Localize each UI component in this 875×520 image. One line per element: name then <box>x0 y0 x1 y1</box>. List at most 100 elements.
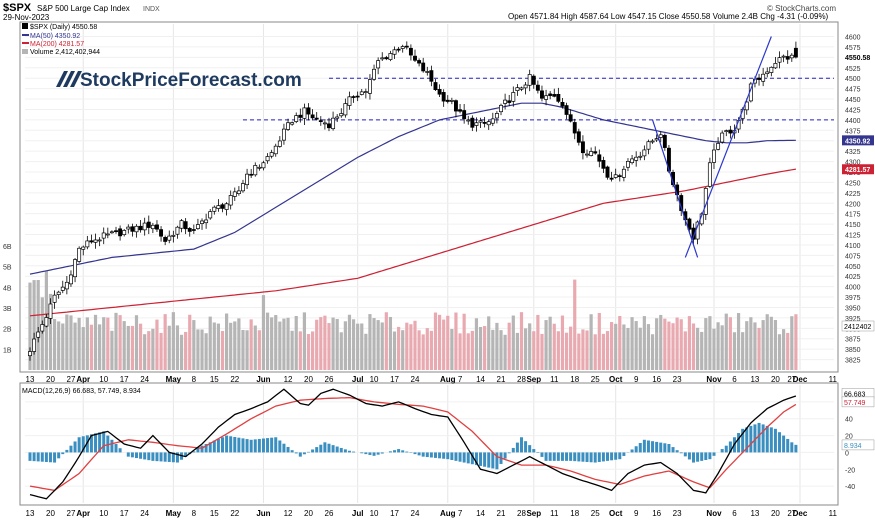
x-day-label: 6 <box>732 509 737 518</box>
macd-histogram-bar <box>331 445 335 453</box>
candle-body <box>122 230 127 236</box>
candle-body <box>552 94 557 97</box>
macd-histogram-bar <box>147 452 151 461</box>
candle <box>331 111 336 131</box>
volume-bar <box>683 331 687 370</box>
volume-bar <box>397 326 401 370</box>
macd-histogram-bar <box>134 452 138 459</box>
volume-bar <box>249 319 253 370</box>
candle-body <box>585 153 589 156</box>
candle <box>134 224 139 238</box>
candle <box>540 85 544 102</box>
candle-body <box>486 121 491 126</box>
candle <box>781 54 786 63</box>
volume-bar <box>466 333 470 370</box>
volume-bar <box>134 315 139 370</box>
macd-histogram-bar <box>151 452 155 461</box>
volume-bar <box>138 323 143 370</box>
candle-body <box>789 54 794 59</box>
volume-bar <box>171 312 175 370</box>
candle-body <box>757 77 761 80</box>
macd-histogram-bar <box>319 444 323 453</box>
x-day-label: 27 <box>67 509 76 518</box>
candle-body <box>138 225 143 231</box>
volume-tick-label: 2B <box>3 327 12 334</box>
candle-body <box>728 129 733 134</box>
x-month-label: Aug <box>440 375 456 384</box>
volume-bar <box>52 319 57 370</box>
volume-bar <box>40 297 44 370</box>
macd-histogram-bar <box>663 443 667 453</box>
candle-body <box>212 206 217 212</box>
macd-histogram-bar <box>683 452 687 457</box>
candle <box>367 74 372 100</box>
candle-body <box>232 191 237 197</box>
macd-histogram-bar <box>405 451 409 453</box>
candle-body <box>367 79 372 94</box>
x-day-label: 6 <box>732 375 737 384</box>
candle <box>441 89 446 107</box>
x-month-label: Dec <box>793 509 808 518</box>
candle-body <box>576 131 581 143</box>
candle <box>597 149 602 168</box>
macd-histogram-bar <box>466 452 470 464</box>
candle-body <box>601 160 606 169</box>
volume-tick-label: 1B <box>3 347 12 354</box>
candle <box>73 258 78 283</box>
volume-bar <box>233 321 237 370</box>
volume-bar <box>196 329 200 370</box>
candle <box>630 155 635 165</box>
candle-body <box>298 114 303 118</box>
candle-body <box>105 233 110 236</box>
candle-body <box>609 177 614 180</box>
candle <box>728 125 733 139</box>
volume-bar <box>515 332 519 370</box>
candle <box>449 97 454 105</box>
candle-body <box>478 120 483 123</box>
candle <box>486 120 491 130</box>
macd-histogram-bar <box>65 449 69 453</box>
volume-bar <box>614 323 618 370</box>
macd-histogram-bar <box>700 452 704 461</box>
volume-bar <box>401 330 405 370</box>
macd-histogram-bar <box>524 441 528 453</box>
candle-body <box>351 96 356 98</box>
macd-histogram-bar <box>77 437 81 453</box>
macd-histogram-bar <box>528 445 532 453</box>
volume-bar <box>511 315 515 370</box>
macd-histogram-bar <box>343 449 347 453</box>
candle-body <box>376 60 381 69</box>
macd-histogram-bar <box>442 452 446 459</box>
macd-histogram-bar <box>560 452 564 461</box>
macd-histogram-bar <box>454 452 458 461</box>
macd-histogram-bar <box>794 444 798 453</box>
candle-body <box>253 165 258 176</box>
volume-bar <box>483 326 487 370</box>
ma200-line <box>29 168 797 317</box>
volume-tick-label: 3B <box>3 306 12 313</box>
macd-histogram-bar <box>536 452 540 453</box>
price-tick-label: 3850 <box>845 347 861 354</box>
volume-bar <box>315 319 319 370</box>
candle-body <box>236 190 241 194</box>
macd-panel-frame <box>19 382 839 506</box>
volume-bar <box>360 323 364 370</box>
candle <box>241 179 245 193</box>
volume-bar <box>585 330 589 370</box>
price-tick-label: 4025 <box>845 274 861 281</box>
x-day-label: 27 <box>67 375 76 384</box>
macd-histogram-bar <box>433 452 437 458</box>
index-name: S&P 500 Large Cap Index <box>37 4 130 13</box>
price-tick-label: 4100 <box>845 243 861 250</box>
volume-bar <box>372 318 376 370</box>
volume-bar <box>204 333 208 370</box>
x-month-label: Sep <box>526 509 541 518</box>
price-tick-label: 4400 <box>845 118 861 125</box>
candle-body <box>556 93 561 102</box>
volume-bar <box>89 324 94 370</box>
candle-body <box>69 274 73 285</box>
x-day-label: 7 <box>458 375 463 384</box>
candle-body <box>454 100 458 112</box>
candle-body <box>642 149 647 157</box>
candle <box>32 332 37 355</box>
